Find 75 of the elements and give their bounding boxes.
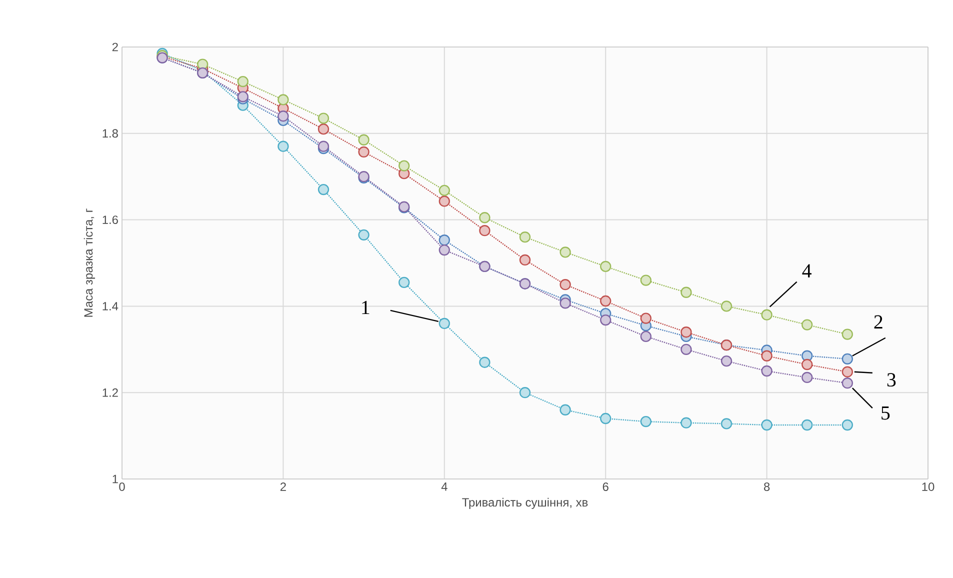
point xyxy=(398,160,410,172)
point xyxy=(278,140,289,152)
point xyxy=(318,123,330,135)
text: 4 xyxy=(802,264,812,278)
point xyxy=(761,309,772,320)
point xyxy=(640,312,652,324)
x-tick-label: 2 xyxy=(280,482,286,491)
point xyxy=(802,419,813,431)
point xyxy=(560,246,571,258)
point xyxy=(842,366,853,378)
x-tick-label: 0 xyxy=(119,482,125,491)
point xyxy=(761,350,772,362)
point xyxy=(600,314,612,326)
point xyxy=(560,298,571,309)
point xyxy=(842,353,853,364)
point xyxy=(720,355,732,367)
y-axis-title: Маса зразка тіста, г xyxy=(84,208,96,317)
point xyxy=(438,184,450,196)
point xyxy=(560,404,571,416)
point xyxy=(438,318,450,330)
point xyxy=(398,276,410,288)
y-tick-label: 1.4 xyxy=(102,302,118,310)
series-label: 1 xyxy=(362,300,370,314)
point xyxy=(318,140,330,152)
point xyxy=(438,234,450,246)
point xyxy=(680,417,692,428)
point xyxy=(519,387,531,398)
point xyxy=(358,134,370,146)
x-tick-label: 4 xyxy=(441,482,448,491)
point xyxy=(318,184,330,196)
point xyxy=(438,244,450,256)
point xyxy=(237,76,248,88)
point xyxy=(802,319,813,330)
point xyxy=(842,419,853,431)
point xyxy=(438,196,450,207)
x-tick-label: 6 xyxy=(602,482,608,491)
point xyxy=(479,225,490,236)
point xyxy=(600,260,612,272)
point xyxy=(640,416,652,428)
point xyxy=(842,328,853,340)
point xyxy=(358,229,370,240)
series-label: 3 xyxy=(887,373,896,387)
point xyxy=(640,274,652,286)
x-tick-label: 8 xyxy=(764,482,770,491)
point xyxy=(278,94,289,106)
series-label: 2 xyxy=(874,315,882,328)
point xyxy=(720,300,732,312)
point xyxy=(358,146,370,158)
point xyxy=(278,110,289,122)
point xyxy=(680,326,692,338)
y-tick-label: 2 xyxy=(112,42,118,52)
point xyxy=(761,419,772,431)
x-tick-label: 10 xyxy=(922,482,934,491)
y-tick-label: 1.6 xyxy=(102,216,118,224)
point xyxy=(842,378,853,389)
point xyxy=(720,418,732,430)
point xyxy=(802,358,813,370)
x-axis-title: Тривалість сушіння, хв xyxy=(462,498,588,509)
point xyxy=(560,279,571,290)
y-tick-label: 1 xyxy=(112,474,118,484)
y-tick-label: 1.2 xyxy=(102,388,118,397)
point xyxy=(479,212,490,224)
point xyxy=(680,344,692,355)
series-label: 5 xyxy=(882,406,890,420)
point xyxy=(680,286,692,298)
point xyxy=(600,295,612,307)
y-tick-label: 1.8 xyxy=(102,129,118,138)
point xyxy=(802,372,813,384)
point xyxy=(479,356,490,368)
point xyxy=(519,231,531,243)
point xyxy=(519,254,531,266)
point xyxy=(600,412,612,424)
point xyxy=(761,365,772,377)
point xyxy=(318,112,330,124)
point xyxy=(640,330,652,342)
